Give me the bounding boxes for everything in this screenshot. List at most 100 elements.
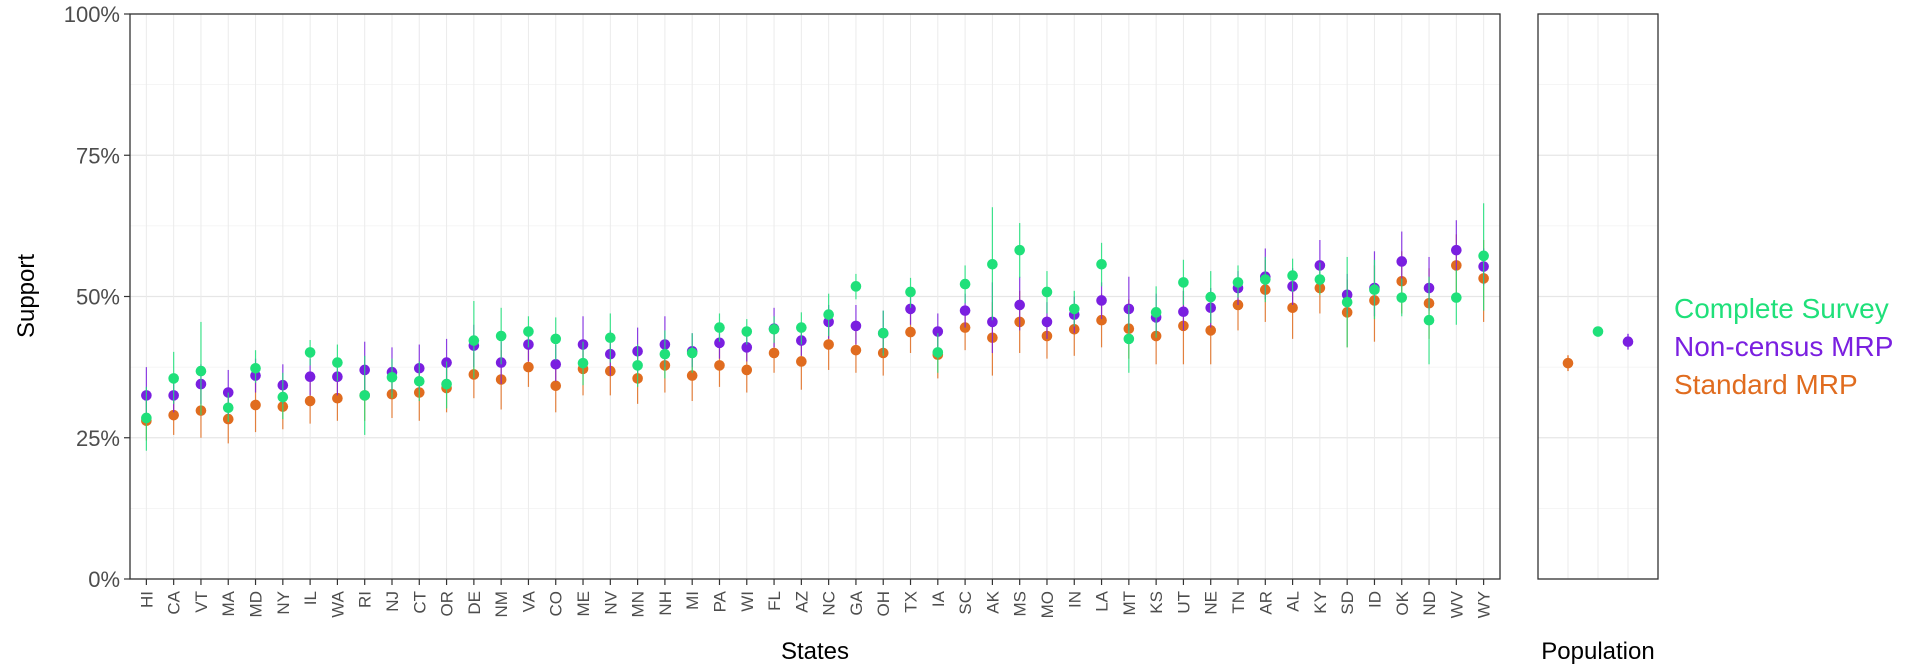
y-tick-label: 25% [76,426,120,451]
x-tick-label-ri: RI [356,591,375,608]
complete-survey-point [686,347,698,359]
complete-survey-point [877,327,889,339]
complete-survey-point [1314,274,1326,285]
x-axis-title: States [781,638,849,665]
complete-survey-point [468,335,480,346]
x-tick-label-md: MD [247,591,266,617]
standard-mrp-point [1287,302,1298,314]
y-tick-label: 100% [64,2,120,27]
complete-survey-point [768,323,780,335]
population-non-census-mrp-point [1622,336,1634,348]
complete-survey-point [796,322,807,333]
x-tick-label-al: AL [1284,591,1303,612]
x-tick-label-in: IN [1065,591,1084,608]
x-tick-label-pa: PA [710,590,729,612]
standard-mrp-point [250,399,261,411]
x-tick-label-mt: MT [1120,591,1139,616]
complete-survey-point [1287,270,1298,281]
legend-standard-mrp: Standard MRP [1674,369,1858,400]
non-census-mrp-point [304,371,316,383]
non-census-mrp-point [987,316,998,328]
x-tick-label-nh: NH [656,591,675,616]
x-tick-label-co: CO [547,591,566,617]
standard-mrp-point [741,364,753,376]
complete-survey-point [359,390,371,401]
complete-survey-point [932,347,944,358]
y-tick-label: 75% [76,143,120,168]
x-tick-label-de: DE [465,591,484,615]
complete-survey-point [1041,286,1053,298]
non-census-mrp-point [1096,295,1107,306]
complete-survey-point [1205,291,1217,303]
complete-survey-point [195,365,207,377]
non-census-mrp-point [932,326,944,337]
complete-survey-point [222,402,234,414]
complete-survey-point [550,333,562,345]
complete-survey-point [659,348,671,360]
main-panel: 0% 25% 50% 75% 100% HI CA VT MA MD NY IL WA RI NJ CT OR… [64,2,1501,618]
complete-survey-point [495,330,507,342]
complete-survey-point [1423,314,1435,326]
non-census-mrp-point [1041,316,1053,328]
complete-survey-point [1451,292,1462,303]
non-census-mrp-point [714,337,725,349]
standard-mrp-point [686,370,698,381]
x-tick-label-tn: TN [1229,591,1248,614]
x-tick-label-mi: MI [683,591,702,610]
x-tick-label-or: OR [438,591,457,617]
x-tick-label-nc: NC [820,591,839,616]
population-panel [1537,13,1659,580]
non-census-mrp-point [1396,256,1408,267]
complete-survey-point [987,258,998,270]
x-tick-label-va: VA [519,590,538,612]
population-complete-survey-point [1592,326,1604,337]
non-census-mrp-point [959,305,971,316]
x-tick-label-ar: AR [1256,591,1275,615]
complete-survey-point [1341,296,1353,308]
complete-survey-point [523,326,534,337]
complete-survey-point [959,278,971,290]
legend-complete-survey: Complete Survey [1674,293,1889,324]
x-tick-label-mo: MO [1038,591,1057,618]
complete-survey-point [823,309,834,320]
x-tick-label-ca: CA [165,590,184,614]
complete-survey-point [277,391,289,403]
x-tick-label-ak: AK [983,590,1002,613]
x-tick-label-fl: FL [765,591,784,611]
x-tick-label-nd: ND [1420,591,1439,616]
standard-mrp-point [304,395,316,407]
x-tick-label-nj: NJ [383,591,402,612]
x-tick-label-ct: CT [410,591,429,614]
standard-mrp-point [823,339,834,350]
x-tick-label-tx: TX [902,591,921,613]
standard-mrp-point [550,380,562,392]
x-tick-label-ut: UT [1174,591,1193,614]
non-census-mrp-point [1451,244,1462,256]
x-tick-label-ks: KS [1147,591,1166,614]
standard-mrp-point [905,326,916,338]
complete-survey-point [332,357,343,368]
complete-survey-point [250,362,261,374]
y-axis: 0% 25% 50% 75% 100% [64,2,130,592]
x-tick-label-hi: HI [137,591,156,608]
standard-mrp-point [850,344,862,356]
x-tick-label-ky: KY [1311,591,1330,614]
complete-survey-point [905,286,916,298]
complete-survey-point [1178,277,1189,288]
standard-mrp-point [796,356,807,367]
complete-survey-point [1150,307,1162,318]
main-gridlines [130,13,1500,580]
x-tick-label-ms: MS [1011,591,1030,617]
x-tick-label-nv: NV [601,590,620,614]
complete-survey-point [168,373,179,384]
complete-survey-point [413,375,425,387]
x-tick-label-la: LA [1093,590,1112,611]
standard-mrp-point [1232,299,1244,311]
population-panel-border [1537,13,1659,580]
complete-survey-point [1369,284,1380,296]
non-census-mrp-point [1178,306,1189,318]
non-census-mrp-point [550,359,562,370]
x-tick-label-wi: WI [738,591,757,612]
standard-mrp-point [523,361,534,373]
complete-survey-point [741,326,753,337]
